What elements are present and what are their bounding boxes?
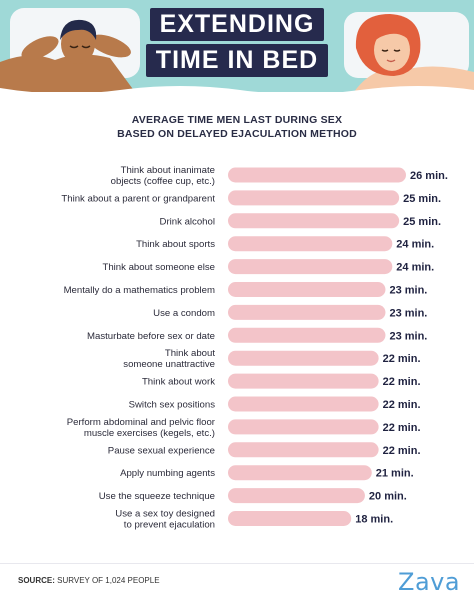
source-note: SOURCE: SURVEY OF 1,024 PEOPLE [18,576,160,585]
bar-value-label-10: 22 min. [383,399,421,411]
category-label-2: Drink alcohol [160,216,215,227]
man-head [61,24,95,64]
bar-value-label-5: 23 min. [389,285,427,297]
category-label-3: Think about sports [136,239,215,250]
bar-value-label-13: 21 min. [376,468,414,480]
bar-1 [228,190,400,206]
bar-value-label-8: 22 min. [383,353,421,365]
category-label-15-line-0: Use a sex toy designed [115,509,215,520]
bar-10 [228,396,379,412]
woman-mouth [386,59,396,63]
woman-eye-right [393,49,401,52]
page-title-line-1: EXTENDING [149,8,325,41]
source-text: SURVEY OF 1,024 PEOPLE [57,576,160,585]
bar-2 [228,213,400,229]
source-label: SOURCE: [18,576,55,585]
bar-value-label-1: 25 min. [403,193,441,205]
man-eye-left [69,45,79,49]
category-label-11-line-0: Perform abdominal and pelvic floor [67,417,216,428]
title-line-2-wrap: TIME IN BED [0,44,474,77]
category-label-15-line-1: to prevent ejaculation [124,520,215,531]
bar-15 [228,511,352,526]
woman-hair-top [372,23,412,44]
bar-5 [228,282,386,297]
category-label-11-line-1: muscle exercises (kegels, etc.) [84,428,215,439]
category-label-1: Think about a parent or grandparent [61,193,215,204]
man-arm-left [21,36,59,60]
category-label-7: Masturbate before sex or date [87,331,215,342]
man-hair [60,19,97,40]
header-wave [0,86,474,102]
category-label-0-line-0: Think about inanimate [121,165,215,176]
bar-value-label-3: 24 min. [396,239,434,251]
category-label-8-line-0: Think about [165,348,215,359]
category-label-5: Mentally do a mathematics problem [64,285,215,296]
bar-value-label-14: 20 min. [369,491,407,503]
bar-4 [228,259,393,275]
woman-illustration [344,12,474,92]
category-label-4: Think about someone else [102,262,215,273]
woman-head [374,29,410,71]
category-label-13: Apply numbing agents [120,468,215,479]
bar-7 [228,327,386,343]
bar-6 [228,304,386,320]
category-label-14: Use the squeeze technique [99,491,215,502]
category-label-12: Pause sexual experience [108,445,215,456]
bar-8 [228,350,379,366]
bar-value-label-9: 22 min. [383,376,421,388]
bar-11 [228,419,379,435]
category-label-0-line-1: objects (coffee cup, etc.) [111,176,215,187]
bar-3 [228,236,393,252]
category-label-6: Use a condom [153,308,215,319]
category-label-9: Think about work [142,377,215,388]
man-arm-right [89,34,131,58]
bar-value-label-4: 24 min. [396,262,434,274]
bar-value-label-15: 18 min. [355,514,393,526]
bar-14 [228,488,365,504]
bar-value-label-6: 23 min. [389,307,427,319]
zava-logo[interactable]: Zava [398,568,461,596]
man-illustration [0,8,140,92]
category-label-10: Switch sex positions [129,400,216,411]
bar-value-label-12: 22 min. [383,445,421,457]
title-line-1-wrap: EXTENDING [0,8,474,41]
man-eye-right [81,45,91,49]
bar-13 [228,465,372,481]
bar-9 [228,373,379,389]
bar-value-label-2: 25 min. [403,216,441,228]
bar-value-label-11: 22 min. [383,422,421,434]
bar-0 [228,167,406,183]
bar-12 [228,442,379,458]
bar-value-label-7: 23 min. [389,330,427,342]
page-title-line-2: TIME IN BED [145,44,329,77]
category-label-8-line-1: someone unattractive [123,359,215,370]
footer [0,563,474,604]
chart-title-line-1: AVERAGE TIME MEN LAST DURING SEX [131,114,343,126]
woman-eye-left [381,49,389,52]
man-body [0,54,135,92]
chart-title-line-2: BASED ON DELAYED EJACULATION METHOD [117,128,357,140]
bar-value-label-0: 26 min. [410,170,448,182]
